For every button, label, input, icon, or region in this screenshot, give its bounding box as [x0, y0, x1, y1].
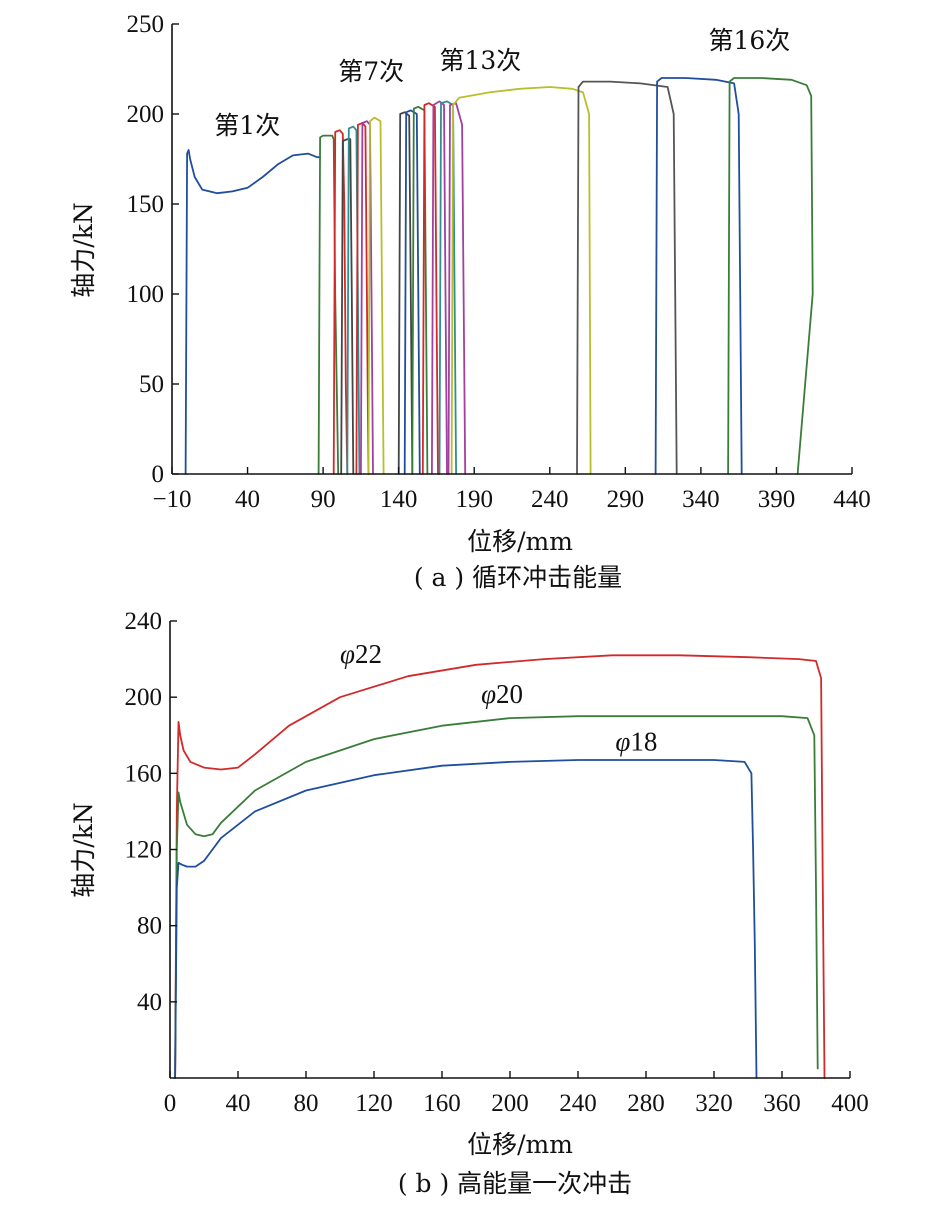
- chart-a-y-tick-label: 150: [127, 191, 165, 218]
- chart-b-x-tick-label: 200: [491, 1090, 529, 1117]
- chart-a-annotation: 第7次: [338, 57, 404, 86]
- chart-a-series-line: [359, 120, 374, 475]
- chart-a-series-line: [184, 149, 322, 475]
- chart-b-series-label: φ18: [615, 726, 657, 756]
- chart-a-series-line: [346, 125, 361, 475]
- chart-a-series-line: [367, 116, 385, 475]
- chart-a-axes: [171, 24, 852, 475]
- chart-a-series-line: [411, 105, 429, 475]
- chart-b: 0 40 80 120 160 200 240 280 320 360 400 40 80 120 160 2…: [69, 608, 869, 1198]
- chart-b-x-tick-label: 360: [763, 1090, 801, 1117]
- chart-a-x-tick-label: 240: [531, 486, 569, 513]
- chart-b-y-tick-label: 160: [125, 760, 163, 787]
- chart-b-x-tick-label: 160: [423, 1090, 461, 1117]
- chart-b-x-tick-label: 320: [695, 1090, 733, 1117]
- chart-b-caption: ( b ) 高能量一次冲击: [398, 1169, 632, 1198]
- chart-a-x-tick-label: 290: [607, 486, 645, 513]
- chart-a-annotations: 第1次 第7次 第13次 第16次: [214, 26, 790, 140]
- chart-a-y-tick-label: 200: [127, 101, 165, 128]
- chart-b-x-tick-label: 0: [164, 1090, 177, 1117]
- chart-a-x-tick-label: −10: [152, 486, 191, 513]
- chart-a-y-tick-label: 100: [127, 281, 165, 308]
- chart-a-x-tick-label: 340: [682, 486, 720, 513]
- chart-a-series-line: [576, 80, 678, 475]
- chart-a-x-tick-label: 190: [455, 486, 493, 513]
- chart-a-series-line: [332, 129, 349, 475]
- chart-b-y-tick-label: 120: [125, 837, 163, 864]
- chart-b-x-tick-label: 120: [355, 1090, 393, 1117]
- chart-b-y-tick-label: 40: [137, 989, 162, 1016]
- chart-b-x-tick-label: 80: [294, 1090, 319, 1117]
- chart-a-y-tick-label: 0: [152, 461, 165, 488]
- chart-a-series-line: [450, 86, 592, 475]
- chart-b-series-group: [174, 654, 826, 1079]
- chart-b-series-label: φ20: [481, 679, 523, 709]
- chart-a-xlabel: 位移/mm: [467, 527, 573, 556]
- chart-a-series-line: [438, 100, 458, 475]
- chart-a-x-tick-label: 40: [235, 486, 260, 513]
- chart-a-series-line: [355, 122, 370, 475]
- chart-a-ylabel: 轴力/kN: [69, 202, 98, 297]
- chart-a-annotation: 第13次: [439, 46, 521, 75]
- chart-b-x-tick-label: 240: [559, 1090, 597, 1117]
- chart-b-series-line: [174, 715, 819, 1079]
- chart-a-y-tick-label: 250: [127, 11, 165, 38]
- chart-a-x-tick-label: 390: [758, 486, 796, 513]
- chart-b-x-tick-label: 40: [226, 1090, 251, 1117]
- chart-b-ticks: 0 40 80 120 160 200 240 280 320 360 400 40 80 120 160 2…: [125, 608, 869, 1117]
- chart-a-series-line: [421, 102, 439, 475]
- chart-b-x-tick-label: 280: [627, 1090, 665, 1117]
- chart-b-xlabel: 位移/mm: [467, 1130, 573, 1159]
- chart-a-series-line: [727, 77, 814, 475]
- chart-b-ylabel: 轴力/kN: [69, 802, 98, 897]
- chart-b-series-line: [174, 654, 826, 1079]
- chart-a-ticks: −10 40 90 140 190 240 290 340 390 440 0 50 100 150 200…: [127, 11, 871, 513]
- chart-b-y-tick-label: 80: [137, 913, 162, 940]
- chart-a-annotation: 第1次: [214, 111, 280, 140]
- chart-a-series-line: [447, 102, 467, 475]
- chart-b-x-tick-label: 400: [831, 1090, 869, 1117]
- chart-b-series-label: φ22: [340, 639, 382, 669]
- chart-a-y-tick-label: 50: [139, 371, 164, 398]
- chart-a-annotation: 第16次: [708, 26, 790, 55]
- chart-a-series-group: [184, 77, 814, 475]
- chart-a-x-tick-label: 140: [380, 486, 418, 513]
- chart-a-x-tick-label: 90: [311, 486, 336, 513]
- chart-b-series-line: [174, 759, 758, 1079]
- chart-b-y-tick-label: 200: [125, 684, 163, 711]
- chart-a: −10 40 90 140 190 240 290 340 390 440 0 50 100 150 200…: [69, 11, 871, 592]
- chart-a-x-tick-label: 440: [833, 486, 871, 513]
- chart-b-series-labels: φ22 φ20 φ18: [340, 639, 657, 757]
- chart-a-caption: ( a ) 循环冲击能量: [414, 563, 622, 592]
- chart-b-y-tick-label: 240: [125, 608, 163, 635]
- chart-a-series-line: [654, 77, 743, 475]
